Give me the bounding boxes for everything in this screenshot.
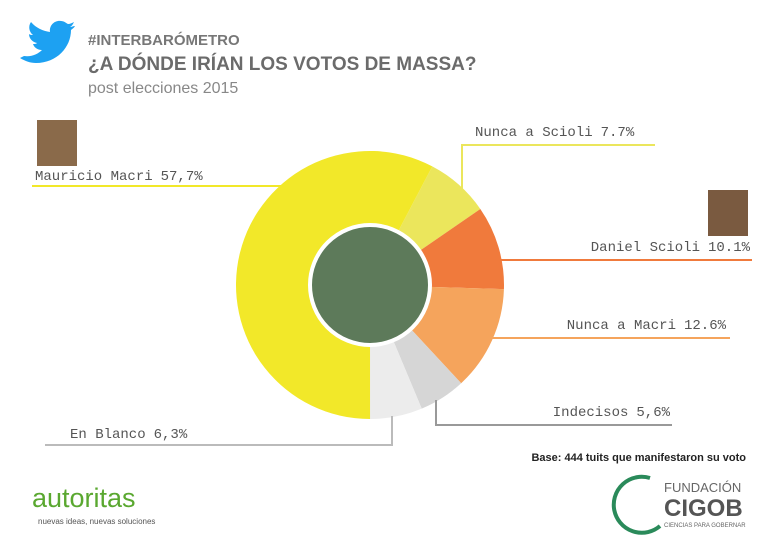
donut-slice — [419, 208, 504, 290]
slice-label: Nunca a Macri 12.6% — [567, 318, 727, 334]
hashtag: #INTERBARÓMETRO — [88, 31, 240, 49]
value-label: 10.1% — [708, 240, 751, 256]
category-label: Nunca a Macri — [567, 318, 676, 334]
donut-slice — [410, 286, 504, 384]
donut-slice — [397, 166, 481, 251]
donut-slice — [370, 340, 422, 419]
category-label: Mauricio Macri — [35, 169, 153, 185]
leader-line — [45, 416, 393, 446]
logo-fundacion: FUNDACIÓN — [664, 480, 741, 495]
category-label: Indecisos — [553, 405, 629, 421]
cigob-arc — [611, 474, 662, 535]
slice-label: En Blanco 6,3% — [70, 427, 188, 443]
donut-slice — [236, 151, 433, 419]
logo-cigob-tagline: CIENCIAS PARA GOBERNAR — [664, 523, 746, 529]
twitter-logo — [20, 20, 75, 64]
logo-tagline: nuevas ideas, nuevas soluciones — [38, 517, 155, 526]
value-label: 12.6% — [684, 318, 727, 334]
value-label: 57,7% — [161, 169, 204, 185]
leader-line — [461, 144, 655, 190]
logo-cigob: CIGOB — [664, 495, 743, 522]
slice-label: Daniel Scioli 10.1% — [591, 240, 751, 256]
donut — [236, 151, 504, 419]
donut-slice — [393, 328, 462, 409]
logo-autoritas: autoritas — [32, 483, 136, 513]
slice-label: Nunca a Scioli 7.7% — [475, 125, 635, 141]
slice-label: Indecisos 5,6% — [553, 405, 671, 421]
center-photo — [308, 223, 432, 347]
slice-label: Mauricio Macri 57,7% — [35, 169, 203, 185]
value-label: 5,6% — [636, 405, 670, 421]
leader-line — [435, 400, 672, 426]
category-label: Nunca a Scioli — [475, 125, 593, 141]
category-label: Daniel Scioli — [591, 240, 700, 256]
value-label: 6,3% — [154, 427, 188, 443]
value-label: 7.7% — [601, 125, 635, 141]
category-label: En Blanco — [70, 427, 146, 443]
note: Base: 444 tuits que manifestaron su voto — [531, 452, 746, 464]
photo-scioli — [708, 190, 748, 236]
chart-title: ¿A DÓNDE IRÍAN LOS VOTOS DE MASSA? — [88, 53, 476, 75]
subtitle: post elecciones 2015 — [88, 80, 238, 97]
photo-macri — [37, 120, 77, 166]
